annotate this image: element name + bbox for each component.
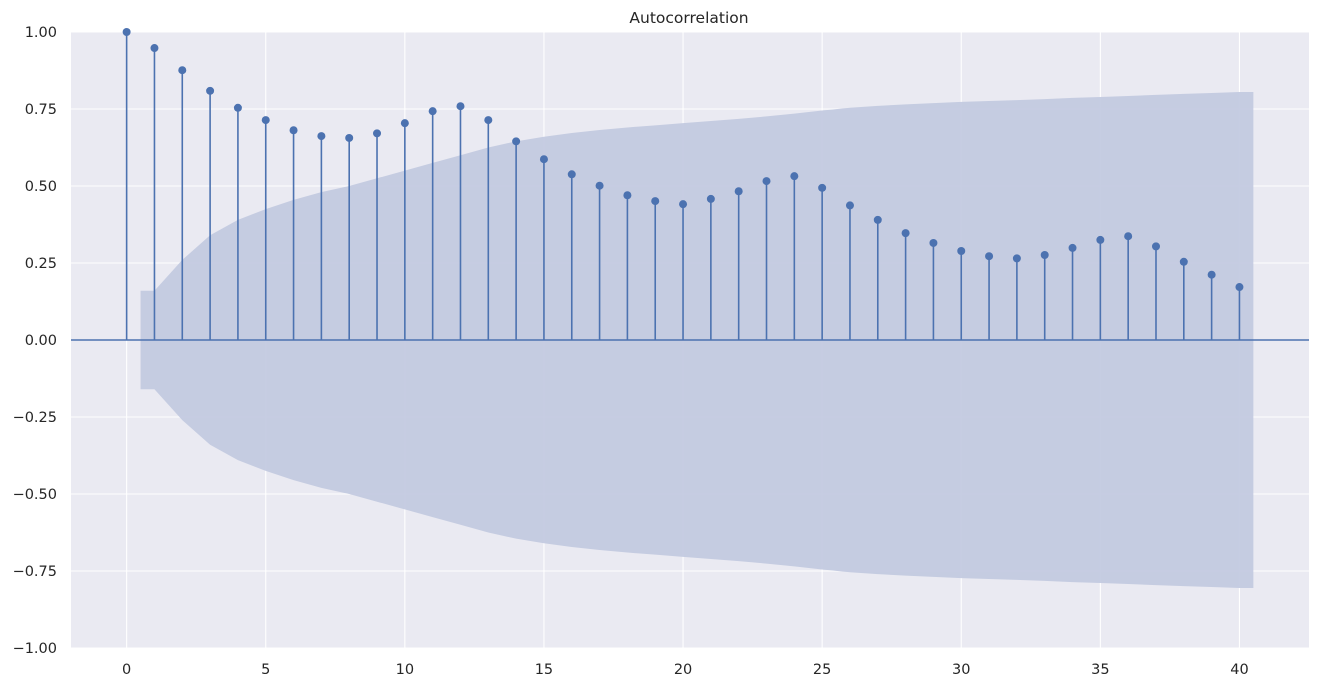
y-tick-label: 0.00 <box>25 333 57 349</box>
acf-point-lag-29 <box>929 238 938 247</box>
acf-point-lag-21 <box>706 194 715 203</box>
y-tick-label: −1.00 <box>13 641 57 657</box>
acf-point-lag-17 <box>595 181 604 190</box>
acf-point-lag-11 <box>428 107 437 116</box>
acf-point-lag-36 <box>1124 232 1133 241</box>
acf-point-lag-13 <box>484 116 493 125</box>
acf-point-lag-27 <box>873 215 882 224</box>
acf-point-lag-22 <box>734 187 743 196</box>
x-tick-label: 25 <box>813 662 831 678</box>
acf-point-lag-7 <box>317 132 326 141</box>
x-tick-label: 15 <box>535 662 553 678</box>
x-axis-tick-labels: 0 5 10 15 20 25 30 35 40 <box>122 662 1249 678</box>
chart-title: Autocorrelation <box>629 9 748 27</box>
y-tick-label: 0.50 <box>25 179 57 195</box>
acf-point-lag-10 <box>400 119 409 128</box>
acf-point-lag-6 <box>289 126 298 135</box>
x-tick-label: 10 <box>396 662 414 678</box>
acf-point-lag-4 <box>233 103 242 112</box>
acf-point-lag-33 <box>1040 250 1049 259</box>
x-tick-label: 30 <box>952 662 970 678</box>
acf-point-lag-28 <box>901 229 910 238</box>
acf-point-lag-40 <box>1235 283 1244 292</box>
y-tick-label: −0.75 <box>13 564 57 580</box>
acf-point-lag-30 <box>957 246 966 255</box>
acf-point-lag-37 <box>1151 242 1160 251</box>
acf-point-lag-0 <box>122 28 131 36</box>
acf-point-lag-15 <box>539 155 548 164</box>
y-tick-label: 1.00 <box>25 25 57 41</box>
acf-point-lag-5 <box>261 116 270 125</box>
markers <box>122 28 1244 292</box>
acf-point-lag-24 <box>790 172 799 181</box>
x-tick-label: 20 <box>674 662 692 678</box>
x-tick-label: 40 <box>1230 662 1248 678</box>
acf-point-lag-20 <box>679 200 688 209</box>
stems <box>125 32 1241 340</box>
acf-point-lag-25 <box>818 183 827 192</box>
acf-point-lag-16 <box>567 170 576 179</box>
acf-point-lag-2 <box>178 66 187 75</box>
y-tick-label: −0.50 <box>13 487 57 503</box>
acf-point-lag-32 <box>1012 254 1021 263</box>
acf-point-lag-14 <box>512 137 521 146</box>
y-axis-tick-labels: −1.00 −0.75 −0.50 −0.25 0.00 0.25 0.50 0.75 1.00 <box>13 25 57 657</box>
y-tick-label: 0.75 <box>25 102 57 118</box>
acf-point-lag-19 <box>651 197 660 206</box>
acf-point-lag-34 <box>1068 243 1077 252</box>
acf-point-lag-1 <box>150 44 159 53</box>
acf-point-lag-35 <box>1096 235 1105 244</box>
acf-point-lag-23 <box>762 177 771 186</box>
x-tick-label: 0 <box>122 662 131 678</box>
acf-point-lag-9 <box>373 129 382 138</box>
acf-point-lag-3 <box>206 86 215 95</box>
acf-point-lag-8 <box>345 133 354 142</box>
y-tick-label: −0.25 <box>13 410 57 426</box>
y-tick-label: 0.25 <box>25 256 57 272</box>
acf-point-lag-38 <box>1179 257 1188 266</box>
x-tick-label: 5 <box>261 662 270 678</box>
acf-point-lag-18 <box>623 191 632 200</box>
acf-point-lag-12 <box>456 102 465 111</box>
acf-point-lag-26 <box>845 201 854 210</box>
x-tick-label: 35 <box>1091 662 1109 678</box>
acf-point-lag-31 <box>985 252 994 261</box>
acf-point-lag-39 <box>1207 270 1216 279</box>
